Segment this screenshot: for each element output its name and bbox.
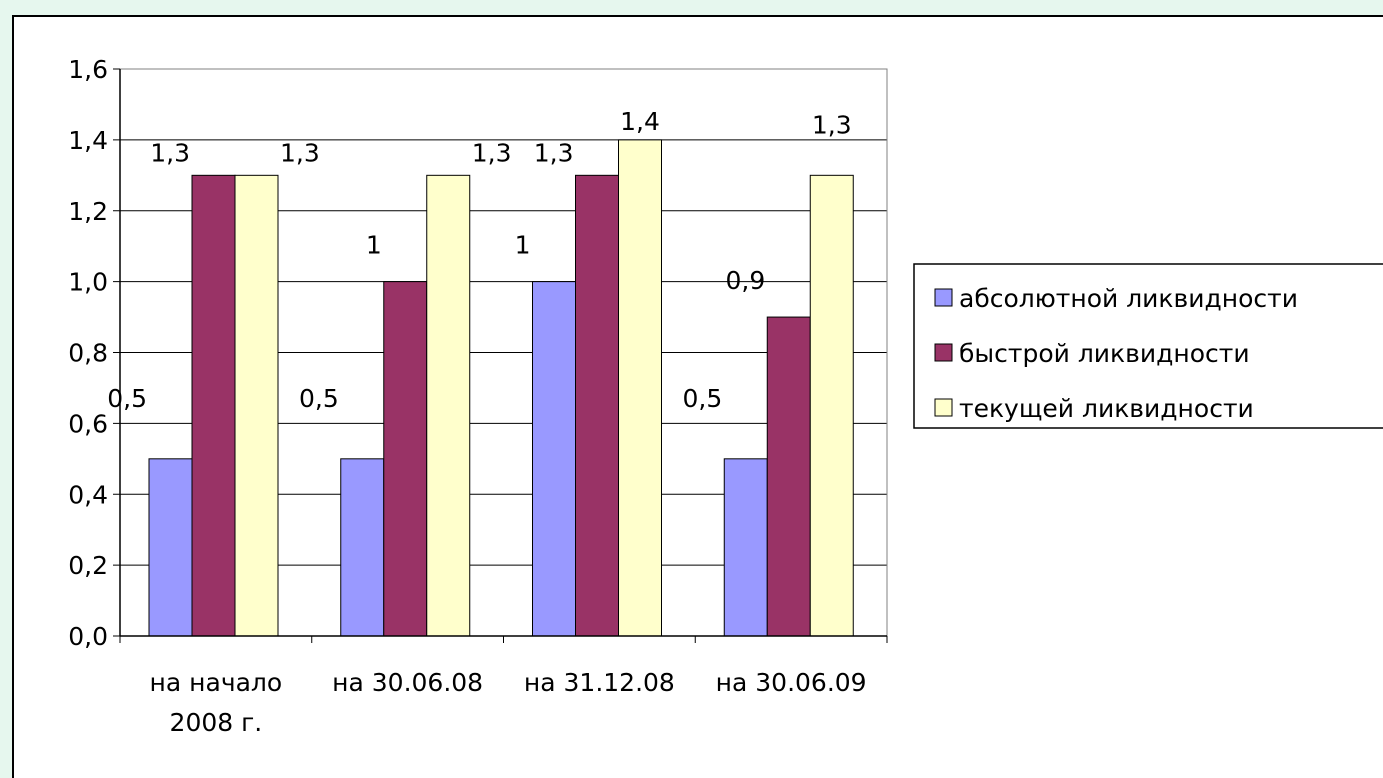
bar bbox=[191, 174, 236, 637]
y-tick-label: 0,4 bbox=[68, 480, 108, 509]
y-tick-label: 0,0 bbox=[68, 622, 108, 651]
data-label: 1 bbox=[515, 231, 531, 260]
data-label: 0,5 bbox=[107, 384, 147, 413]
y-tick-labels: 0,0 0,2 0,4 0,6 0,8 1,0 1,2 1,4 1,6 bbox=[68, 55, 108, 651]
data-label: 1,3 bbox=[150, 138, 190, 167]
bar bbox=[426, 174, 471, 637]
bar-chart: 0,0 0,2 0,4 0,6 0,8 1,0 1,2 1,4 1,6 на начало 200… bbox=[68, 55, 1383, 737]
bars bbox=[148, 139, 854, 637]
y-tick-label: 1,6 bbox=[68, 55, 108, 84]
x-tick-label: 2008 г. bbox=[170, 708, 263, 737]
legend-box bbox=[913, 263, 1383, 429]
data-label: 1,3 bbox=[812, 110, 852, 139]
axes bbox=[113, 68, 888, 643]
data-label: 1,3 bbox=[472, 138, 512, 167]
bar bbox=[340, 458, 385, 637]
y-tick-label: 0,8 bbox=[68, 339, 108, 368]
x-tick-label: на начало bbox=[150, 668, 283, 697]
data-label: 1 bbox=[366, 231, 382, 260]
legend-label: быстрой ликвидности bbox=[959, 339, 1250, 368]
bar bbox=[234, 174, 279, 637]
y-tick-label: 0,6 bbox=[68, 409, 108, 438]
bar bbox=[809, 174, 854, 637]
bar bbox=[148, 458, 193, 637]
legend-label: абсолютной ликвидности bbox=[959, 284, 1298, 313]
x-tick-labels: на начало 2008 г. на 30.06.08 на 31.12.08 на… bbox=[150, 668, 867, 737]
legend: абсолютной ликвидности быстрой ликвидност… bbox=[913, 263, 1383, 429]
data-label: 0,5 bbox=[299, 384, 339, 413]
y-tick-label: 1,0 bbox=[68, 268, 108, 297]
bar bbox=[575, 174, 619, 637]
x-tick-label: на 31.12.08 bbox=[524, 668, 675, 697]
legend-swatch bbox=[934, 288, 953, 307]
legend-swatch bbox=[934, 398, 953, 417]
bar bbox=[383, 281, 428, 637]
bar bbox=[532, 281, 576, 637]
y-tick-label: 1,2 bbox=[68, 197, 108, 226]
y-tick-label: 0,2 bbox=[68, 551, 108, 580]
y-tick-label: 1,4 bbox=[68, 126, 108, 155]
bar bbox=[766, 316, 811, 637]
data-labels: 0,5 0,5 1 0,5 1,3 1 1,3 0,9 1,3 1,3 1,4 1,3 bbox=[107, 107, 851, 413]
bar bbox=[723, 458, 768, 637]
data-label: 0,9 bbox=[725, 266, 765, 295]
x-tick-label: на 30.06.08 bbox=[332, 668, 483, 697]
data-label: 0,5 bbox=[682, 384, 722, 413]
data-label: 1,4 bbox=[620, 107, 660, 136]
x-tick-label: на 30.06.09 bbox=[716, 668, 867, 697]
chart-frame: 0,0 0,2 0,4 0,6 0,8 1,0 1,2 1,4 1,6 на начало 200… bbox=[12, 15, 1383, 778]
legend-swatch bbox=[934, 343, 953, 362]
data-label: 1,3 bbox=[534, 138, 574, 167]
legend-label: текущей ликвидности bbox=[959, 394, 1254, 423]
bar bbox=[618, 139, 662, 637]
data-label: 1,3 bbox=[280, 138, 320, 167]
